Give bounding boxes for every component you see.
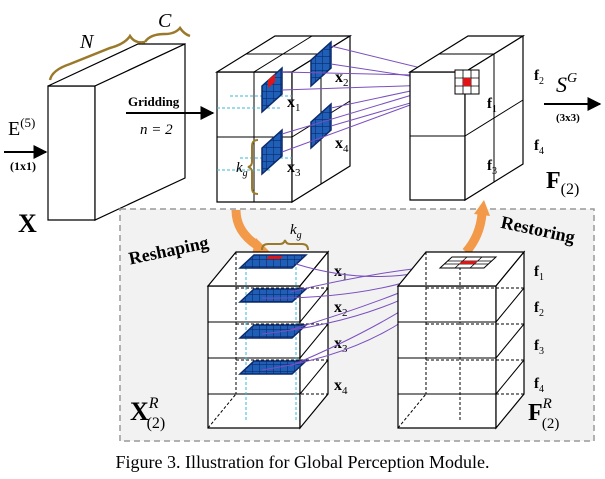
reshaping-arrow: [231, 209, 261, 250]
restored-stack: [396, 250, 526, 430]
conv-size: (3x3): [556, 112, 580, 124]
cell-label-2: f2: [534, 68, 544, 87]
stack-grid-4: [238, 360, 308, 375]
gridding-n: n = 2: [140, 122, 173, 138]
restored-label-3: f3: [534, 338, 544, 357]
cell-label-4: f4: [534, 138, 544, 157]
output-kernel: [454, 69, 480, 95]
restored-kernel: [438, 256, 498, 269]
restored-label-4: f4: [534, 376, 544, 395]
cell-label-3: f3: [487, 158, 497, 177]
reshaped-stack: [206, 250, 330, 430]
input-cuboid: [47, 43, 186, 221]
brace-c: [143, 25, 191, 43]
cell-label-1: f1: [487, 96, 497, 115]
grid-patch-2: [310, 40, 332, 88]
patch-label-3: x3: [287, 159, 301, 179]
grid-patch-4: [310, 102, 332, 150]
stack-label-3: x3: [334, 335, 348, 355]
gridding-label: Gridding: [128, 94, 180, 109]
dim-n-label: N: [79, 31, 95, 53]
conv-label: SG: [556, 71, 577, 97]
dim-c-label: C: [158, 10, 172, 32]
figure-caption: Figure 3. Illustration for Global Percep…: [115, 452, 490, 472]
patch-label-4: x4: [335, 135, 349, 155]
kg-brace-bottom: [261, 239, 309, 251]
stack-label-4: x4: [334, 377, 348, 397]
restored-label-1: f1: [534, 264, 544, 283]
kg-label-top: kg: [236, 160, 248, 179]
restored-symbol: FR (2): [528, 396, 559, 432]
kg-label-bottom: kg: [290, 222, 302, 241]
output-symbol: F(2): [546, 168, 579, 198]
stack-grid-1: [238, 254, 308, 269]
grid-patch-1: [261, 66, 283, 114]
patch-label-1: x1: [287, 94, 301, 114]
kg-brace-top: [247, 139, 259, 195]
grid-patch-3: [261, 128, 283, 176]
embed-label: E(5): [8, 115, 35, 140]
stack-grid-2: [238, 288, 308, 303]
patch-label-2: x2: [335, 69, 349, 89]
restored-label-2: f2: [534, 300, 544, 319]
brace-n: [48, 33, 146, 81]
stack-label-1: x1: [334, 263, 348, 283]
restoring-arrow: [462, 213, 487, 255]
reshaped-symbol: XR (2): [130, 395, 165, 432]
embed-size: (1x1): [10, 159, 36, 173]
input-symbol: X: [18, 209, 37, 238]
output-cuboid: [407, 34, 526, 202]
